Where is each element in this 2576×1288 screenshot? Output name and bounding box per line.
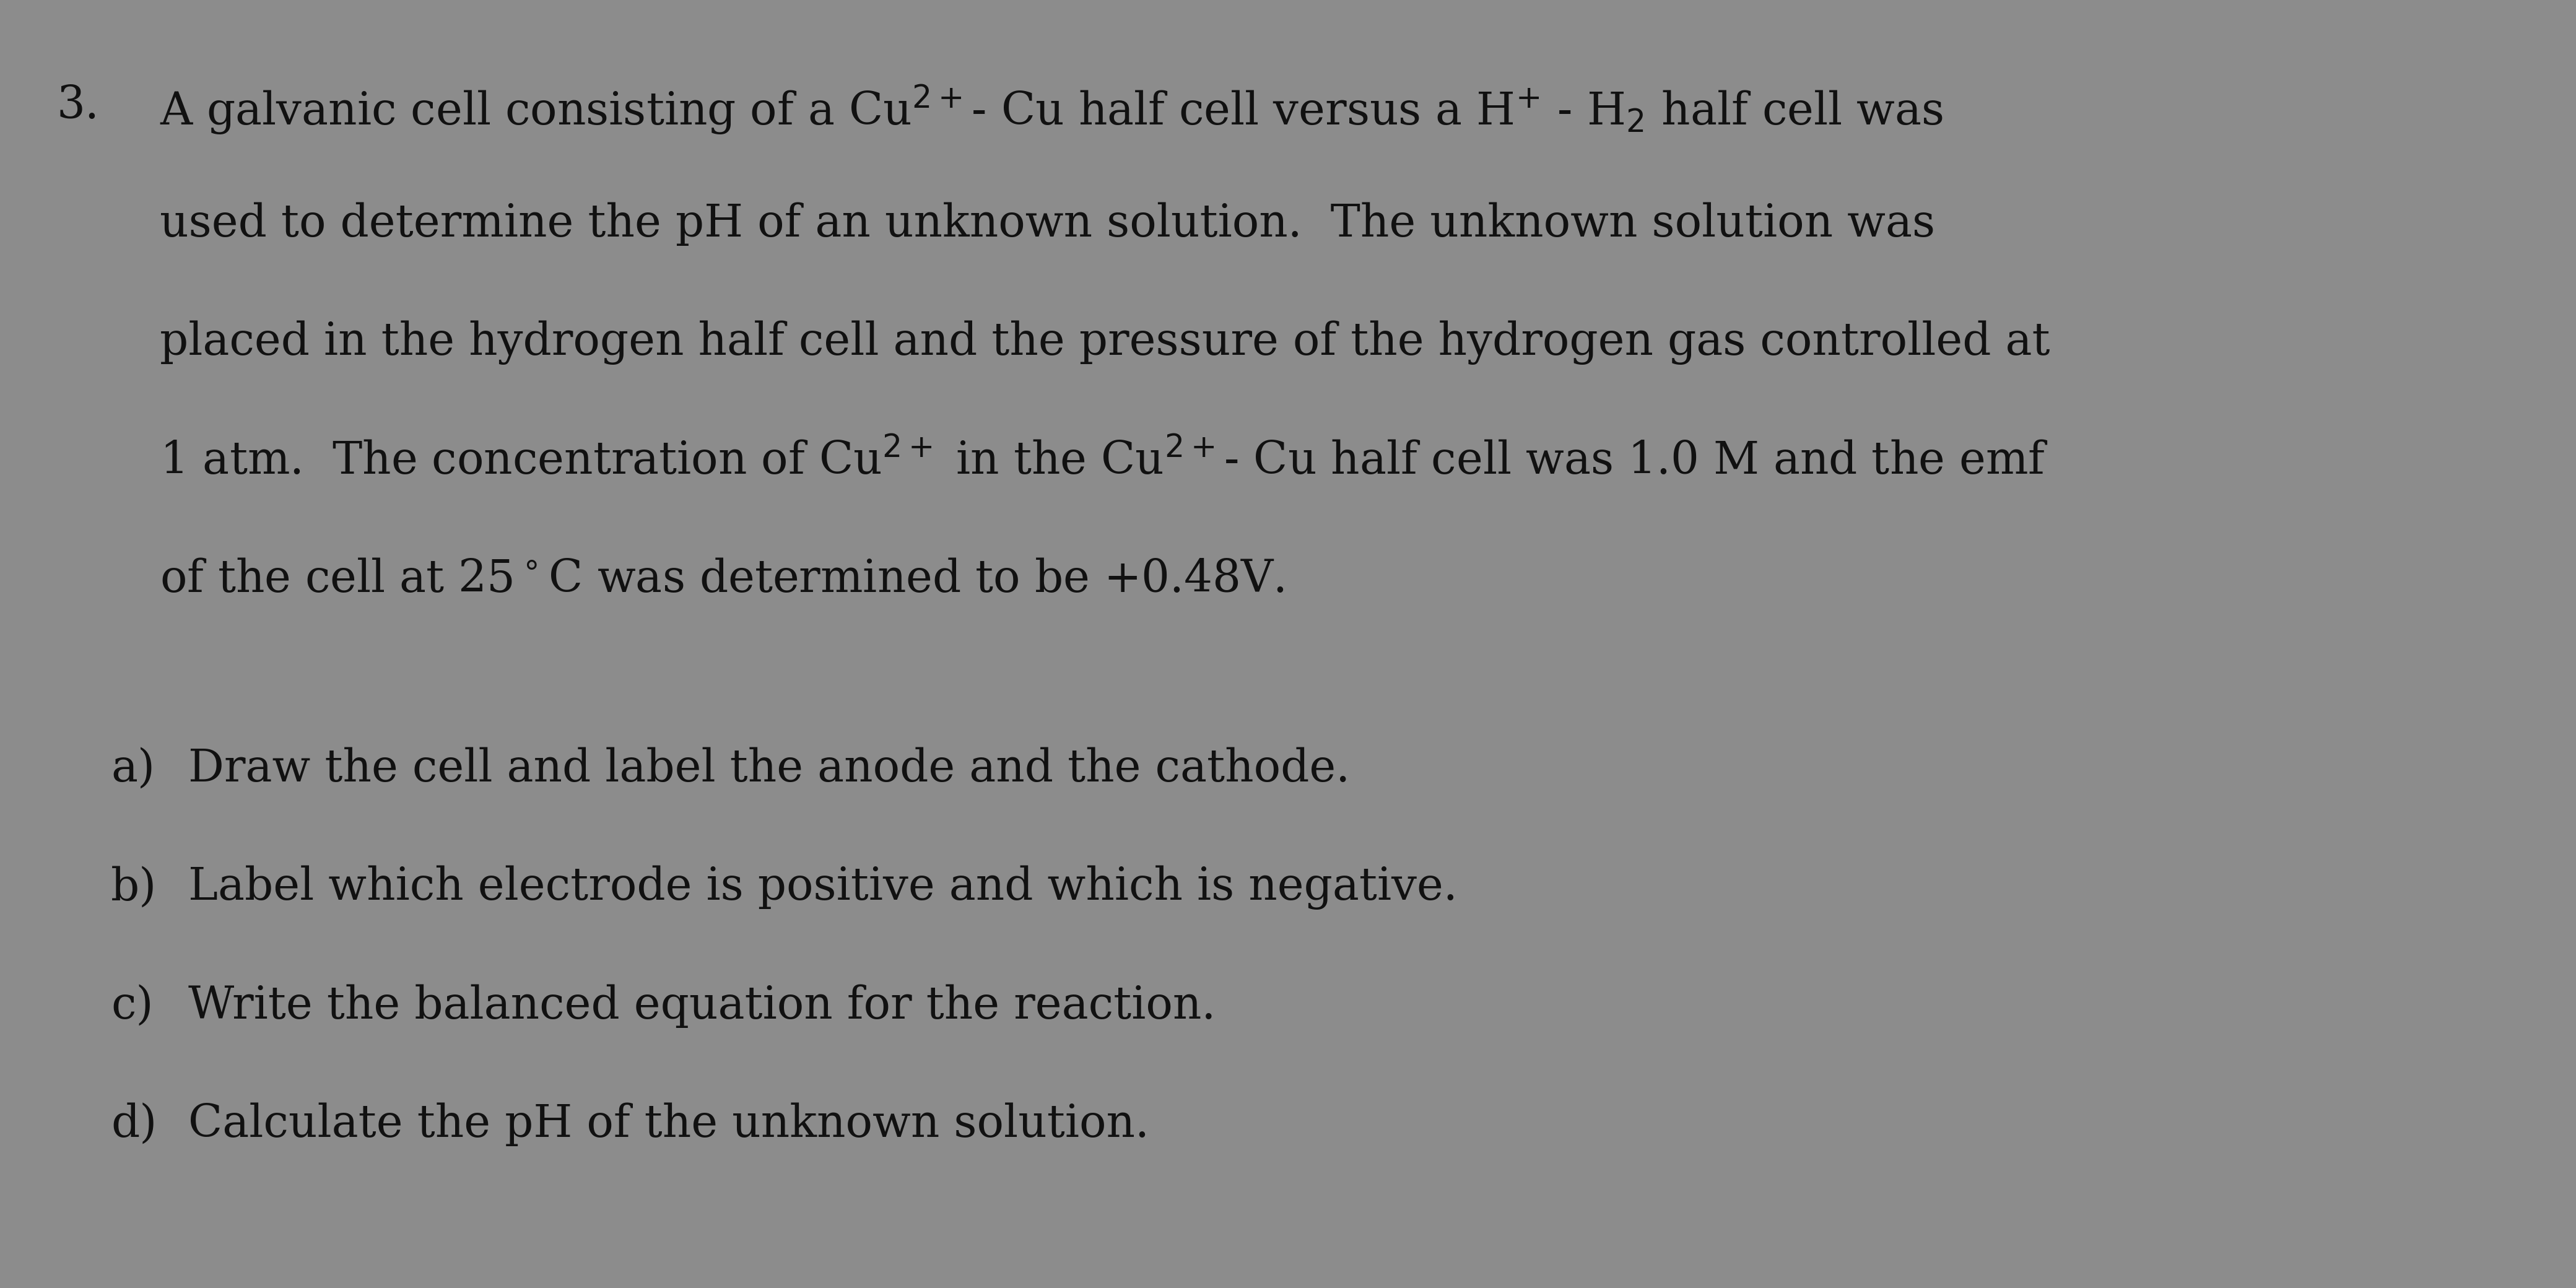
Text: 3.: 3.: [57, 84, 100, 128]
Text: A galvanic cell consisting of a Cu$^{2+}$- Cu half cell versus a H$^{+}$ - H$_2$: A galvanic cell consisting of a Cu$^{2+}…: [160, 84, 1942, 138]
Text: used to determine the pH of an unknown solution.  The unknown solution was: used to determine the pH of an unknown s…: [160, 202, 1935, 246]
Text: of the cell at 25$^\circ$C was determined to be +0.48V.: of the cell at 25$^\circ$C was determine…: [160, 558, 1283, 601]
Text: a): a): [111, 747, 155, 791]
Text: Write the balanced equation for the reaction.: Write the balanced equation for the reac…: [188, 984, 1216, 1028]
Text: d): d): [111, 1103, 157, 1146]
Text: Label which electrode is positive and which is negative.: Label which electrode is positive and wh…: [188, 866, 1458, 909]
Text: 1 atm.  The concentration of Cu$^{2+}$ in the Cu$^{2+}$- Cu half cell was 1.0 M : 1 atm. The concentration of Cu$^{2+}$ in…: [160, 439, 2048, 484]
Text: placed in the hydrogen half cell and the pressure of the hydrogen gas controlled: placed in the hydrogen half cell and the…: [160, 321, 2050, 365]
Text: Calculate the pH of the unknown solution.: Calculate the pH of the unknown solution…: [188, 1103, 1149, 1146]
Text: b): b): [111, 866, 157, 909]
Text: c): c): [111, 984, 152, 1028]
Text: Draw the cell and label the anode and the cathode.: Draw the cell and label the anode and th…: [188, 747, 1350, 791]
